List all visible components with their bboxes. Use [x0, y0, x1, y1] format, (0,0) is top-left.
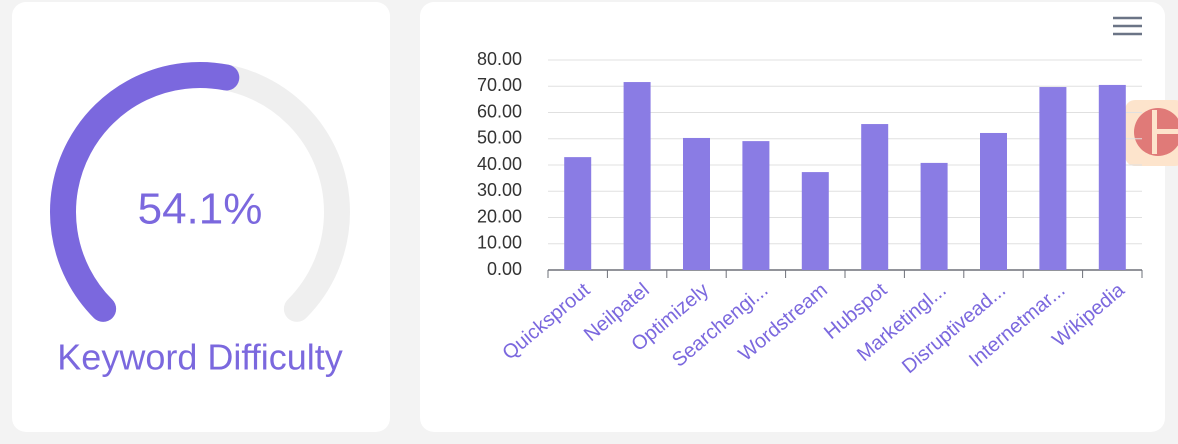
bar [980, 132, 1007, 270]
bar [742, 141, 770, 270]
gauge-value-label: 54.1% [138, 185, 263, 234]
bar [801, 172, 829, 270]
y-tick-label: 30.00 [477, 180, 522, 200]
gauge-title: Keyword Difficulty [57, 337, 342, 378]
y-tick-label: 50.00 [477, 128, 522, 148]
y-tick-label: 80.00 [477, 49, 522, 69]
widget-logo-cut [1157, 129, 1178, 134]
bar [920, 162, 948, 270]
bar [1039, 87, 1067, 270]
widget-logo-cut [1152, 110, 1157, 154]
bar [683, 137, 710, 270]
y-tick-label: 40.00 [477, 154, 522, 174]
side-widget[interactable] [1125, 100, 1178, 166]
y-tick-label: 70.00 [477, 75, 522, 95]
bar [623, 82, 651, 270]
bar [861, 124, 889, 270]
y-tick-label: 20.00 [477, 206, 522, 226]
bar [564, 157, 592, 270]
bar [1098, 84, 1126, 270]
y-tick-label: 0.00 [487, 259, 522, 279]
menu-icon[interactable] [1113, 16, 1142, 36]
y-tick-label: 60.00 [477, 101, 522, 121]
gauge-value-arc [50, 62, 240, 322]
y-tick-label: 10.00 [477, 233, 522, 253]
